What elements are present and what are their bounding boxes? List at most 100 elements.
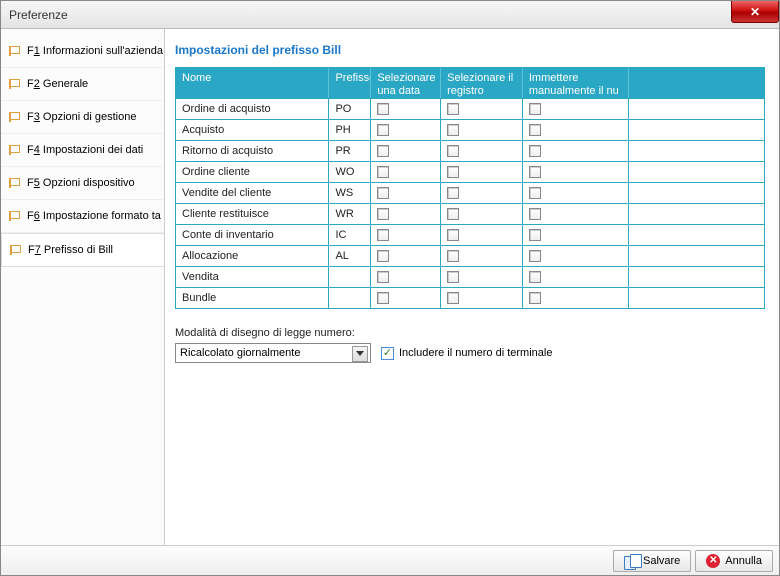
- flag-icon: [9, 46, 21, 56]
- save-label: Salvare: [643, 555, 680, 567]
- checkbox[interactable]: [377, 145, 389, 157]
- checkbox[interactable]: [447, 229, 459, 241]
- sidebar-item-f2[interactable]: F2 Generale: [1, 68, 164, 101]
- checkbox[interactable]: [529, 187, 541, 199]
- checkbox[interactable]: [447, 208, 459, 220]
- checkbox[interactable]: [529, 292, 541, 304]
- cell-select-register: [441, 204, 523, 224]
- preferences-window: Preferenze ✕ F1 Informazioni sull'aziend…: [0, 0, 780, 576]
- flag-icon: [9, 79, 21, 89]
- checkbox[interactable]: [529, 250, 541, 262]
- cell-manual-number: [523, 225, 629, 245]
- cell-manual-number: [523, 204, 629, 224]
- checkbox[interactable]: [377, 166, 389, 178]
- sidebar-item-f1[interactable]: F1 Informazioni sull'azienda: [1, 35, 164, 68]
- cell-prefix: IC: [329, 225, 371, 245]
- checkbox[interactable]: [377, 292, 389, 304]
- checkbox[interactable]: [377, 250, 389, 262]
- cell-select-date: [371, 246, 441, 266]
- checkbox[interactable]: [447, 124, 459, 136]
- checkbox[interactable]: [377, 103, 389, 115]
- table-row: Ordine clienteWO: [176, 161, 764, 182]
- cell-prefix: PR: [329, 141, 371, 161]
- sidebar-item-label: F1 Informazioni sull'azienda: [27, 45, 163, 57]
- checkbox[interactable]: [377, 187, 389, 199]
- sidebar-item-label: F4 Impostazioni dei dati: [27, 144, 143, 156]
- checkbox[interactable]: [447, 103, 459, 115]
- content-area: F1 Informazioni sull'azienda F2 Generale F…: [1, 29, 779, 545]
- checkbox[interactable]: [529, 124, 541, 136]
- sidebar-item-f3[interactable]: F3 Opzioni di gestione: [1, 101, 164, 134]
- checkbox[interactable]: [447, 166, 459, 178]
- checkbox[interactable]: [377, 271, 389, 283]
- checkbox[interactable]: [529, 145, 541, 157]
- cell-select-register: [441, 99, 523, 119]
- cell-extra: [629, 204, 765, 224]
- footer: Salvare ✕ Annulla: [1, 545, 779, 575]
- cell-select-register: [441, 162, 523, 182]
- sidebar-item-f7[interactable]: F7 Prefisso di Bill: [1, 233, 164, 267]
- flag-icon: [9, 112, 21, 122]
- col-manual-number: Immettere manualmente il nu: [523, 68, 629, 98]
- cell-extra: [629, 120, 765, 140]
- close-icon: ✕: [750, 5, 760, 19]
- chevron-down-icon: [356, 351, 364, 356]
- prefix-table: Nome Prefisso Selezionare una data Selez…: [175, 67, 765, 309]
- sidebar: F1 Informazioni sull'azienda F2 Generale F…: [1, 29, 165, 545]
- checkbox[interactable]: [447, 250, 459, 262]
- cell-manual-number: [523, 183, 629, 203]
- checkbox[interactable]: [447, 271, 459, 283]
- cell-name: Ordine di acquisto: [176, 99, 329, 119]
- cell-select-date: [371, 267, 441, 287]
- flag-icon: [9, 145, 21, 155]
- cell-prefix: PO: [329, 99, 371, 119]
- cell-extra: [629, 141, 765, 161]
- table-row: AcquistoPH: [176, 119, 764, 140]
- sidebar-item-label: F6 Impostazione formato ta: [27, 210, 161, 222]
- cell-extra: [629, 183, 765, 203]
- col-select-register: Selezionare il registro: [441, 68, 523, 98]
- cancel-icon: ✕: [706, 554, 720, 568]
- checkbox[interactable]: [529, 103, 541, 115]
- cell-name: Acquisto: [176, 120, 329, 140]
- cell-extra: [629, 99, 765, 119]
- cell-name: Ritorno di acquisto: [176, 141, 329, 161]
- cell-manual-number: [523, 246, 629, 266]
- cell-manual-number: [523, 288, 629, 308]
- cell-manual-number: [523, 99, 629, 119]
- checkbox[interactable]: [377, 124, 389, 136]
- include-terminal-checkbox[interactable]: ✓ Includere il numero di terminale: [381, 347, 552, 360]
- mode-dropdown[interactable]: Ricalcolato giornalmente: [175, 343, 371, 363]
- sidebar-item-label: F7 Prefisso di Bill: [28, 244, 113, 256]
- save-button[interactable]: Salvare: [613, 550, 691, 572]
- sidebar-item-f5[interactable]: F5 Opzioni dispositivo: [1, 167, 164, 200]
- mode-value: Ricalcolato giornalmente: [180, 347, 300, 359]
- table-row: Cliente restituisceWR: [176, 203, 764, 224]
- checkbox[interactable]: [447, 145, 459, 157]
- checkbox[interactable]: [529, 229, 541, 241]
- sidebar-item-f4[interactable]: F4 Impostazioni dei dati: [1, 134, 164, 167]
- close-button[interactable]: ✕: [731, 1, 779, 23]
- cell-select-date: [371, 99, 441, 119]
- checkbox[interactable]: [447, 187, 459, 199]
- sidebar-item-label: F2 Generale: [27, 78, 88, 90]
- table-row: Vendita: [176, 266, 764, 287]
- checkbox[interactable]: [377, 229, 389, 241]
- checkbox[interactable]: [529, 208, 541, 220]
- cell-extra: [629, 225, 765, 245]
- cell-select-register: [441, 288, 523, 308]
- cell-extra: [629, 267, 765, 287]
- cell-manual-number: [523, 162, 629, 182]
- checkbox[interactable]: [529, 271, 541, 283]
- table-row: AllocazioneAL: [176, 245, 764, 266]
- cell-select-register: [441, 225, 523, 245]
- save-icon: [624, 554, 638, 568]
- cell-prefix: WO: [329, 162, 371, 182]
- sidebar-item-f6[interactable]: F6 Impostazione formato ta: [1, 200, 164, 233]
- cancel-button[interactable]: ✕ Annulla: [695, 550, 773, 572]
- col-name: Nome: [176, 68, 329, 98]
- flag-icon: [9, 178, 21, 188]
- checkbox[interactable]: [529, 166, 541, 178]
- checkbox[interactable]: [377, 208, 389, 220]
- checkbox[interactable]: [447, 292, 459, 304]
